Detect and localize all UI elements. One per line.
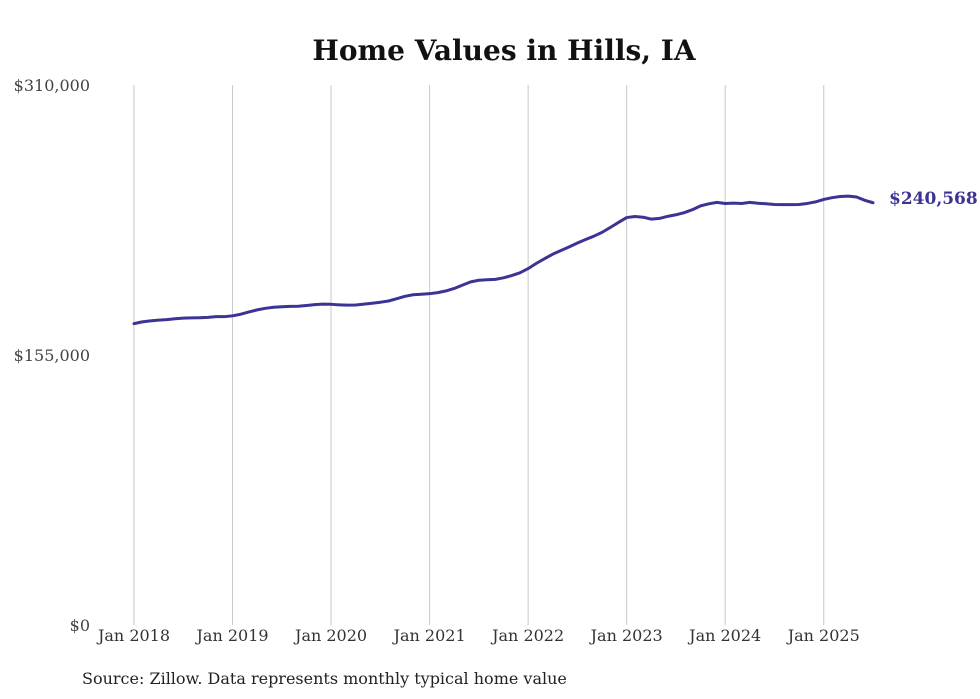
x-tick-label: Jan 2020 [293, 626, 367, 645]
y-tick-label: $155,000 [14, 346, 90, 365]
chart-title: Home Values in Hills, IA [312, 34, 696, 67]
x-tick-label: Jan 2019 [195, 626, 269, 645]
source-note: Source: Zillow. Data represents monthly … [82, 669, 567, 688]
y-tick-label: $0 [70, 616, 90, 635]
y-axis-ticks: $0 $155,000 $310,000 [14, 76, 90, 635]
x-tick-label: Jan 2023 [589, 626, 663, 645]
end-value-label: $240,568 [889, 189, 978, 209]
x-tick-label: Jan 2025 [786, 626, 860, 645]
y-tick-label: $310,000 [14, 76, 90, 95]
x-tick-label: Jan 2022 [490, 626, 564, 645]
x-tick-label: Jan 2021 [392, 626, 466, 645]
x-tick-label: Jan 2024 [687, 626, 761, 645]
gridlines [133, 85, 825, 625]
series-line [132, 194, 875, 326]
x-axis-ticks: Jan 2018 Jan 2019 Jan 2020 Jan 2021 Jan 2022… [96, 626, 860, 645]
x-tick-label: Jan 2018 [96, 626, 170, 645]
